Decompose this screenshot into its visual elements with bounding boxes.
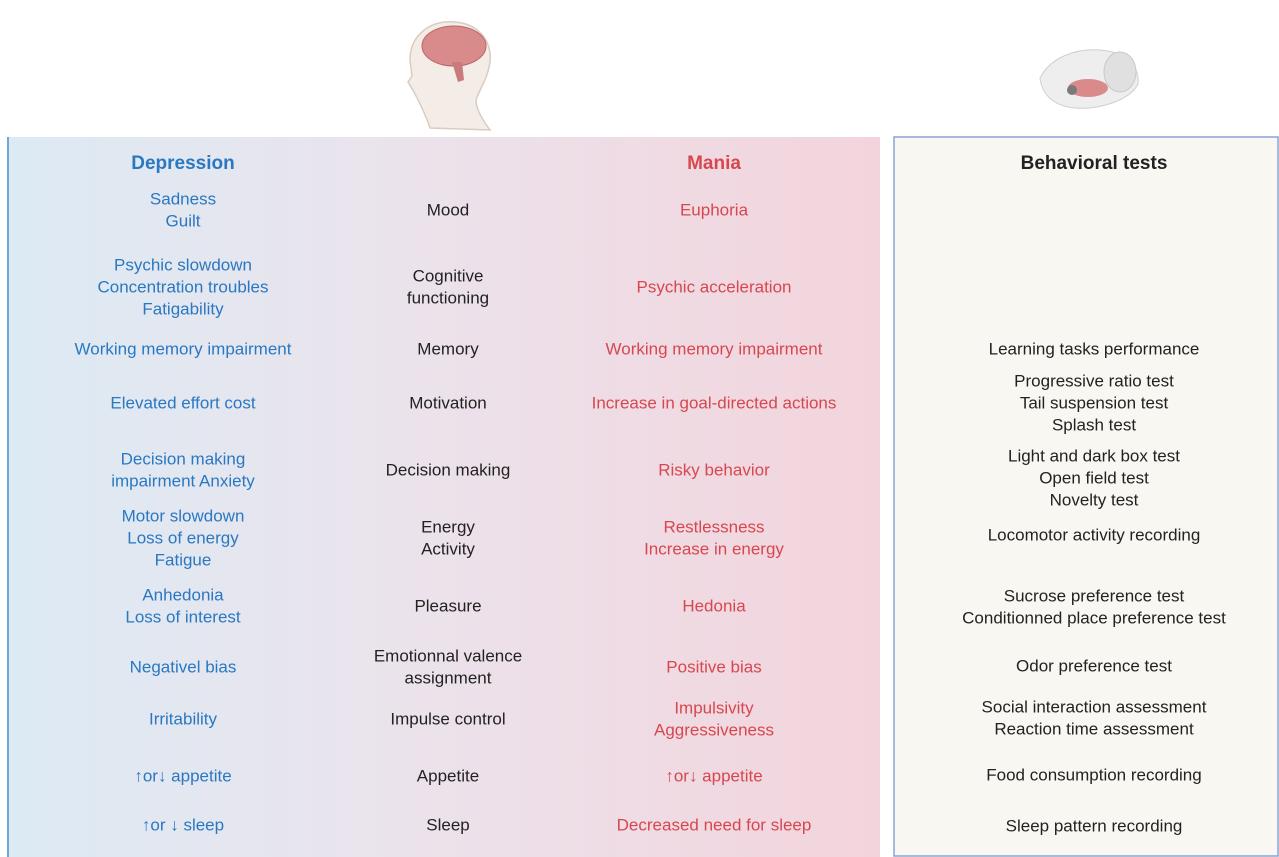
mania-text: Positive bias — [666, 657, 761, 676]
domain-text: Cognitive — [413, 266, 484, 285]
depression-text: Guilt — [166, 211, 201, 230]
mania-text: Euphoria — [680, 200, 749, 219]
test-text: Open field test — [1039, 468, 1149, 487]
depression-text: ↑or ↓ sleep — [142, 815, 224, 834]
symptom-panel — [8, 137, 880, 857]
depression-text: Working memory impairment — [75, 339, 292, 358]
domain-text: Decision making — [386, 460, 511, 479]
domain-text: functioning — [407, 288, 489, 307]
depression-text: Psychic slowdown — [114, 255, 252, 274]
depression-text: Decision making — [121, 449, 246, 468]
test-text: Light and dark box test — [1008, 446, 1180, 465]
test-text: Locomotor activity recording — [988, 525, 1201, 544]
domain-text: Memory — [417, 339, 479, 358]
test-text: Progressive ratio test — [1014, 371, 1174, 390]
mania-text: ↑or↓ appetite — [665, 766, 762, 785]
mania-header: Mania — [687, 153, 741, 174]
depression-text: Motor slowdown — [122, 506, 245, 525]
test-text: Social interaction assessment — [982, 697, 1207, 716]
domain-text: Appetite — [417, 766, 479, 785]
test-text: Learning tasks performance — [989, 339, 1200, 358]
test-text: Odor preference test — [1016, 656, 1172, 675]
depression-text: impairment Anxiety — [111, 471, 255, 490]
mania-text: Impulsivity — [674, 698, 754, 717]
depression-text: Concentration troubles — [97, 277, 268, 296]
domain-text: Energy — [421, 517, 475, 536]
depression-text: Elevated effort cost — [110, 393, 255, 412]
test-text: Tail suspension test — [1020, 393, 1169, 412]
tests-panel — [893, 136, 1279, 857]
depression-text: Loss of interest — [125, 607, 241, 626]
tests-header: Behavioral tests — [1021, 153, 1168, 174]
domain-text: Sleep — [426, 815, 469, 834]
depression-text: Loss of energy — [127, 528, 239, 547]
test-text: Reaction time assessment — [994, 719, 1194, 738]
mania-text: Aggressiveness — [654, 720, 774, 739]
mania-text: Working memory impairment — [606, 339, 823, 358]
mania-text: Restlessness — [663, 517, 764, 536]
domain-text: assignment — [405, 668, 492, 687]
test-text: Conditionned place preference test — [962, 608, 1226, 627]
domain-text: Impulse control — [390, 709, 505, 728]
domain-text: Emotionnal valence — [374, 646, 522, 665]
mania-text: Hedonia — [682, 596, 746, 615]
depression-text: Negativel bias — [130, 657, 237, 676]
depression-text: Sadness — [150, 189, 216, 208]
test-text: Novelty test — [1050, 490, 1139, 509]
test-text: Splash test — [1052, 415, 1136, 434]
human-icon — [407, 21, 492, 131]
test-text: Food consumption recording — [986, 765, 1201, 784]
depression-header: Depression — [131, 153, 234, 174]
test-text: Sleep pattern recording — [1006, 816, 1183, 835]
depression-text: Anhedonia — [142, 585, 224, 604]
mania-text: Increase in energy — [644, 539, 784, 558]
domain-text: Mood — [427, 200, 470, 219]
depression-text: ↑or↓ appetite — [134, 766, 231, 785]
depression-text: Irritability — [149, 709, 218, 728]
mania-text: Decreased need for sleep — [617, 815, 812, 834]
mania-text: Psychic acceleration — [637, 277, 792, 296]
mania-text: Risky behavior — [658, 460, 770, 479]
mania-text: Increase in goal-directed actions — [592, 393, 837, 412]
rat-icon — [1039, 49, 1139, 109]
test-text: Sucrose preference test — [1004, 586, 1185, 605]
domain-text: Pleasure — [414, 596, 481, 615]
domain-text: Motivation — [409, 393, 486, 412]
domain-text: Activity — [421, 539, 475, 558]
depression-text: Fatigability — [142, 299, 224, 318]
depression-text: Fatigue — [155, 550, 212, 569]
